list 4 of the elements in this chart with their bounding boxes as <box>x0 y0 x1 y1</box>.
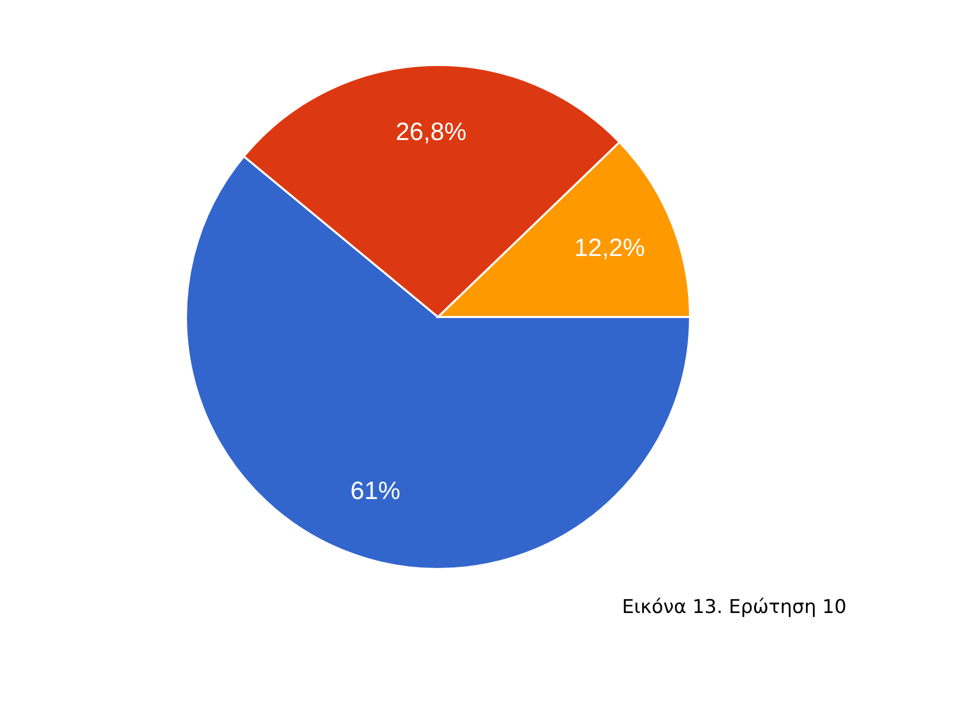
data-label: 61% <box>350 477 400 506</box>
data-label: 12,2% <box>574 234 646 262</box>
text: Εικόνα 13. Ερώτηση 10 <box>622 596 846 618</box>
data-label: 26,8% <box>396 118 466 146</box>
